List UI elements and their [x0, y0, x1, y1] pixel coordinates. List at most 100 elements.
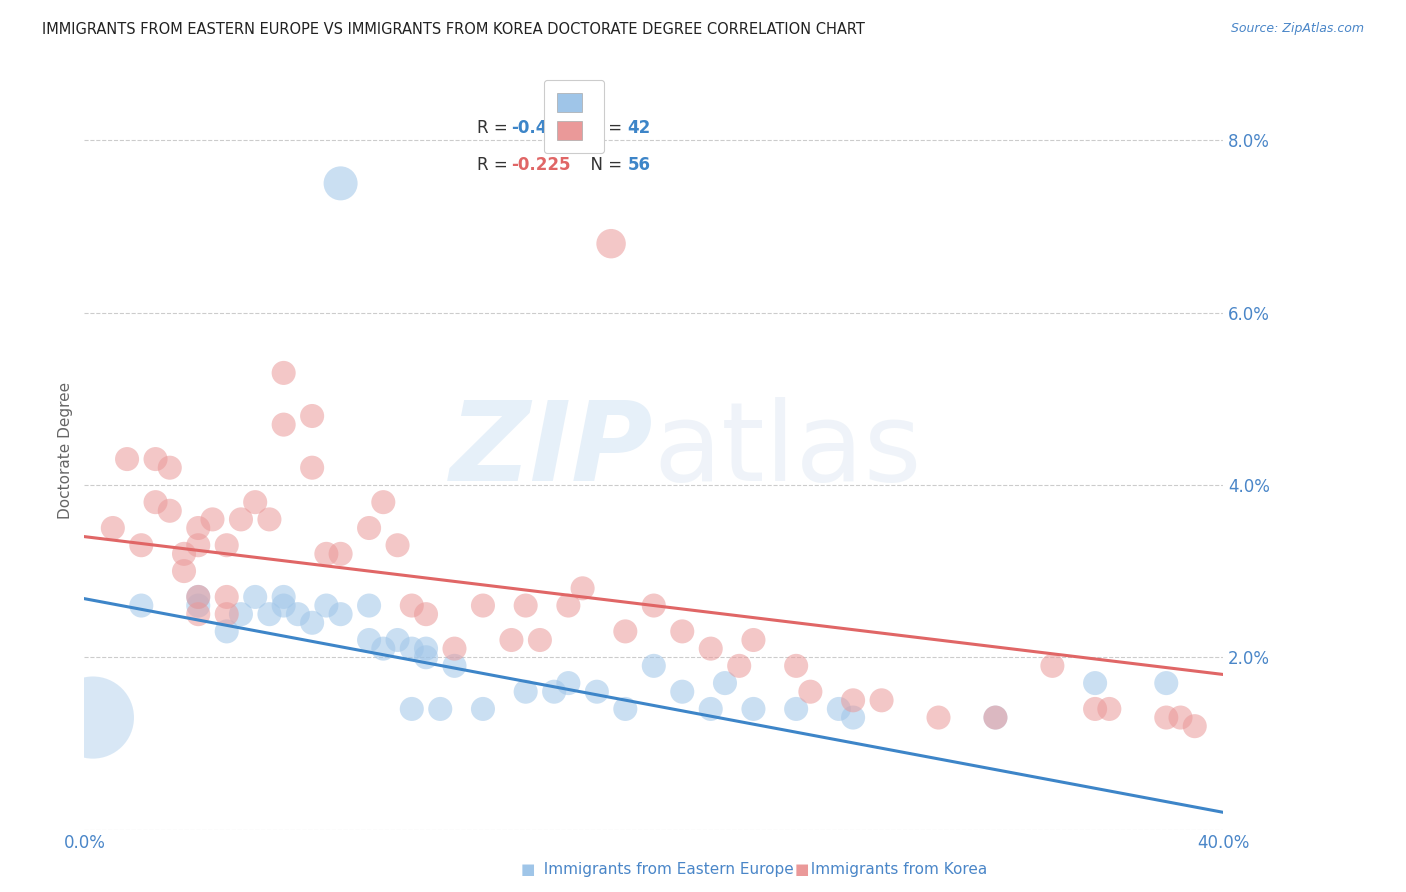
Point	[472, 702, 495, 716]
Point	[742, 702, 765, 716]
Point	[571, 582, 593, 596]
Point	[187, 599, 209, 613]
Point	[842, 710, 865, 724]
Point	[245, 495, 267, 509]
Point	[401, 641, 423, 656]
Point	[387, 538, 409, 552]
Point	[273, 590, 295, 604]
Text: ■: ■	[520, 863, 534, 877]
Point	[415, 607, 437, 622]
Point	[173, 564, 195, 578]
Point	[201, 512, 224, 526]
Point	[273, 599, 295, 613]
Point	[115, 452, 138, 467]
Point	[329, 607, 352, 622]
Text: Immigrants from Eastern Europe: Immigrants from Eastern Europe	[534, 863, 794, 877]
Y-axis label: Doctorate Degree: Doctorate Degree	[58, 382, 73, 519]
Point	[429, 702, 451, 716]
Text: Immigrants from Korea: Immigrants from Korea	[801, 863, 987, 877]
Point	[515, 599, 537, 613]
Point	[529, 633, 551, 648]
Point	[259, 607, 281, 622]
Point	[301, 409, 323, 423]
Point	[145, 495, 167, 509]
Point	[586, 684, 609, 698]
Text: R =: R =	[477, 120, 519, 137]
Point	[387, 633, 409, 648]
Point	[1184, 719, 1206, 733]
Text: 56: 56	[627, 156, 651, 174]
Point	[82, 710, 104, 724]
Text: N =: N =	[579, 156, 627, 174]
Point	[315, 547, 337, 561]
Point	[215, 624, 238, 639]
Point	[600, 236, 623, 251]
Point	[187, 607, 209, 622]
Point	[785, 702, 807, 716]
Point	[359, 633, 381, 648]
Point	[215, 590, 238, 604]
Point	[472, 599, 495, 613]
Text: Source: ZipAtlas.com: Source: ZipAtlas.com	[1230, 22, 1364, 36]
Point	[643, 599, 665, 613]
Point	[643, 658, 665, 673]
Point	[315, 599, 337, 613]
Point	[1156, 676, 1178, 690]
Point	[870, 693, 893, 707]
Point	[145, 452, 167, 467]
Point	[557, 599, 579, 613]
Point	[543, 684, 565, 698]
Point	[159, 460, 181, 475]
Point	[671, 684, 693, 698]
Point	[614, 624, 637, 639]
Point	[301, 460, 323, 475]
Point	[287, 607, 309, 622]
Point	[359, 521, 381, 535]
Point	[187, 590, 209, 604]
Point	[215, 607, 238, 622]
Point	[173, 547, 195, 561]
Text: 42: 42	[627, 120, 651, 137]
Point	[443, 658, 465, 673]
Point	[229, 607, 252, 622]
Point	[273, 417, 295, 432]
Point	[329, 547, 352, 561]
Point	[415, 641, 437, 656]
Point	[1156, 710, 1178, 724]
Point	[1098, 702, 1121, 716]
Point	[614, 702, 637, 716]
Point	[245, 590, 267, 604]
Point	[984, 710, 1007, 724]
Text: N =: N =	[579, 120, 627, 137]
Point	[785, 658, 807, 673]
Text: ■: ■	[794, 863, 808, 877]
Point	[273, 366, 295, 380]
Point	[259, 512, 281, 526]
Point	[131, 599, 153, 613]
Point	[928, 710, 950, 724]
Point	[401, 702, 423, 716]
Point	[187, 521, 209, 535]
Point	[557, 676, 579, 690]
Point	[131, 538, 153, 552]
Point	[1084, 702, 1107, 716]
Point	[799, 684, 821, 698]
Point	[401, 599, 423, 613]
Point	[229, 512, 252, 526]
Point	[329, 177, 352, 191]
Point	[714, 676, 737, 690]
Point	[742, 633, 765, 648]
Point	[359, 599, 381, 613]
Text: IMMIGRANTS FROM EASTERN EUROPE VS IMMIGRANTS FROM KOREA DOCTORATE DEGREE CORRELA: IMMIGRANTS FROM EASTERN EUROPE VS IMMIGR…	[42, 22, 865, 37]
Point	[700, 702, 723, 716]
Point	[373, 495, 395, 509]
Text: atlas: atlas	[654, 397, 922, 504]
Point	[301, 615, 323, 630]
Text: R =: R =	[477, 156, 519, 174]
Point	[1042, 658, 1064, 673]
Point	[443, 641, 465, 656]
Text: ZIP: ZIP	[450, 397, 654, 504]
Point	[415, 650, 437, 665]
Text: -0.225: -0.225	[512, 156, 571, 174]
Point	[1170, 710, 1192, 724]
